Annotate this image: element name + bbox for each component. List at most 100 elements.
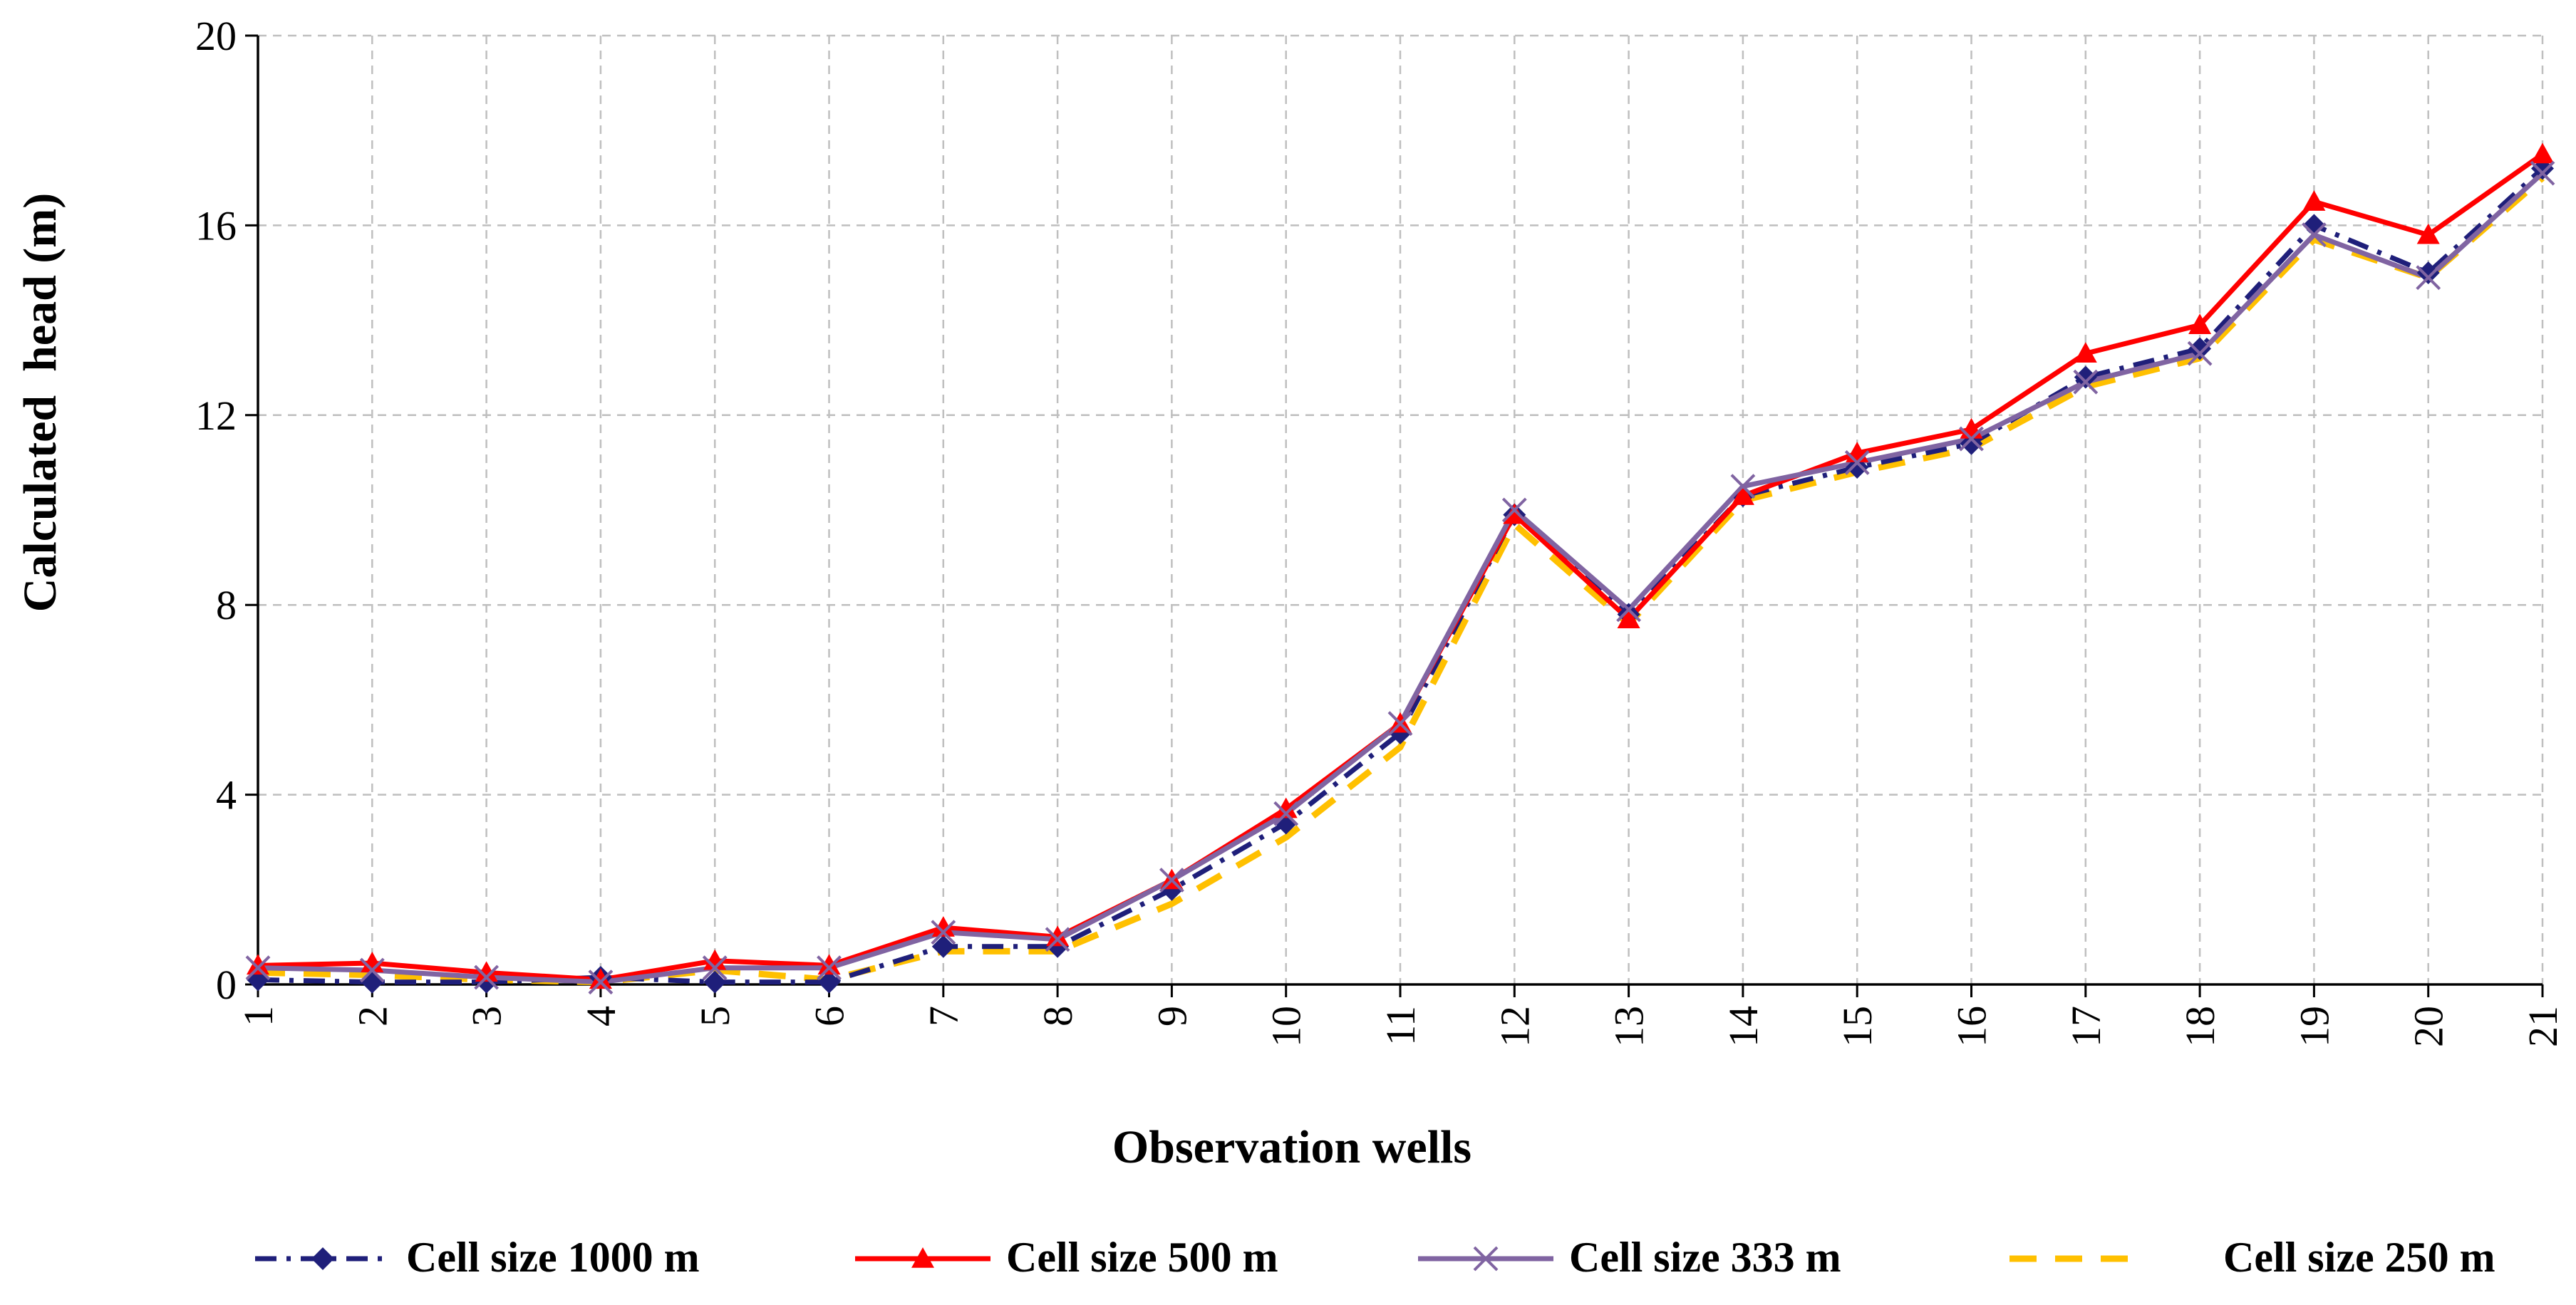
marker-stroke xyxy=(474,965,500,990)
data-point-series-3 xyxy=(588,969,614,995)
x-tick-label: 16 xyxy=(1949,1006,1995,1047)
data-point-series-2 xyxy=(475,961,498,982)
legend-label: Cell size 333 m xyxy=(1569,1234,1841,1281)
data-point-series-2 xyxy=(703,949,727,970)
x-tick-label: 3 xyxy=(464,1006,510,1026)
marker-stroke xyxy=(1501,497,1527,523)
x-tick-label: 10 xyxy=(1263,1006,1310,1047)
marker-stroke xyxy=(1844,449,1870,475)
data-point-series-2 xyxy=(589,968,612,989)
data-point-series-2 xyxy=(1046,925,1070,947)
legend-marker xyxy=(311,1247,334,1270)
data-point-series-3 xyxy=(1616,597,1642,623)
data-point-series-3 xyxy=(2187,340,2213,366)
x-tick-label: 1 xyxy=(235,1006,281,1026)
data-point-series-3 xyxy=(1501,497,1527,523)
legend-label: Cell size 1000 m xyxy=(406,1234,700,1281)
legend: Cell size 1000 m Cell size 500 m Cell size… xyxy=(255,1234,2495,1281)
data-point-series-2 xyxy=(1274,797,1298,818)
data-point-series-1 xyxy=(2416,261,2440,284)
data-point-series-2 xyxy=(1617,608,1640,628)
data-point-series-2 xyxy=(1731,484,1754,505)
grid-lines xyxy=(258,34,2544,984)
x-tick-label: 7 xyxy=(921,1006,967,1026)
data-point-series-3 xyxy=(2301,222,2327,248)
y-tick-label: 8 xyxy=(216,582,237,628)
legend-label: Cell size 500 m xyxy=(1006,1234,1278,1281)
data-point-series-3 xyxy=(1387,711,1413,737)
marker-stroke xyxy=(1045,927,1070,952)
marker-stroke xyxy=(1730,474,1756,499)
marker-stroke xyxy=(588,969,614,995)
data-point-series-3 xyxy=(931,920,956,945)
data-point-series-1 xyxy=(2188,337,2212,360)
data-point-series-2 xyxy=(2531,142,2554,164)
data-point-series-2 xyxy=(2188,313,2212,335)
data-point-series-3 xyxy=(702,955,728,981)
data-point-series-2 xyxy=(1960,417,1983,439)
data-point-series-3 xyxy=(1159,868,1184,893)
legend-label: Cell size 250 m xyxy=(2223,1234,2495,1281)
data-point-series-3 xyxy=(245,955,271,981)
data-point-series-3 xyxy=(2416,265,2441,291)
y-tick-label: 0 xyxy=(216,962,237,1008)
marker-stroke xyxy=(2416,265,2441,291)
marker-stroke xyxy=(2301,222,2327,248)
x-tick-label: 14 xyxy=(1720,1006,1767,1047)
y-tick-label: 16 xyxy=(195,202,237,249)
marker-stroke xyxy=(1159,868,1184,893)
y-tick-label: 20 xyxy=(195,13,237,59)
data-point-series-3 xyxy=(1844,449,1870,475)
marker-stroke xyxy=(1273,801,1299,826)
data-point-series-1 xyxy=(931,935,955,958)
data-point-series-2 xyxy=(817,954,841,975)
legend-marker xyxy=(911,1247,934,1268)
data-point-series-2 xyxy=(931,916,955,937)
legend-entry-3: Cell size 333 m xyxy=(1418,1234,1841,1281)
x-tick-label: 8 xyxy=(1035,1006,1081,1026)
marker-stroke xyxy=(1387,711,1413,737)
data-point-series-3 xyxy=(817,955,842,981)
x-tick-label: 6 xyxy=(807,1006,853,1026)
data-point-series-1 xyxy=(817,970,841,994)
marker-stroke xyxy=(245,955,271,981)
data-point-series-2 xyxy=(247,954,269,975)
data-point-series-3 xyxy=(1959,426,1984,452)
x-tick-label: 11 xyxy=(1377,1006,1424,1046)
x-tick-label: 9 xyxy=(1149,1006,1195,1026)
data-point-series-2 xyxy=(361,952,384,972)
legend-entry-1: Cell size 1000 m xyxy=(255,1234,700,1281)
data-point-series-2 xyxy=(2416,223,2440,244)
data-point-series-1 xyxy=(703,970,727,994)
x-tick-label: 20 xyxy=(2406,1006,2452,1047)
marker-stroke xyxy=(1959,426,1984,452)
y-tick-label: 4 xyxy=(216,772,237,818)
data-point-series-1 xyxy=(2074,365,2097,389)
x-tick-label: 13 xyxy=(1606,1006,1652,1047)
marker-stroke xyxy=(702,955,728,981)
x-tick-label: 15 xyxy=(1834,1006,1881,1047)
marker-stroke xyxy=(359,957,385,983)
x-tick-label: 17 xyxy=(2063,1006,2109,1047)
y-tick-label: 12 xyxy=(195,392,237,439)
marker-stroke xyxy=(2187,340,2213,366)
data-point-series-3 xyxy=(474,965,500,990)
x-tick-label: 12 xyxy=(1491,1006,1538,1047)
y-axis-title: Calculated head (m) xyxy=(14,193,66,612)
data-point-series-3 xyxy=(2073,369,2099,395)
legend-entry-2: Cell size 500 m xyxy=(855,1234,1278,1281)
series-markers xyxy=(245,142,2555,995)
marker-stroke xyxy=(817,955,842,981)
legend-entry-4: Cell size 250 m xyxy=(2009,1234,2495,1281)
data-point-series-2 xyxy=(2074,342,2097,363)
marker-stroke xyxy=(1616,597,1642,623)
x-tick-label: 2 xyxy=(349,1006,395,1026)
x-axis-title: Observation wells xyxy=(1112,1121,1471,1173)
data-point-series-3 xyxy=(1273,801,1299,826)
marker-stroke xyxy=(931,920,956,945)
x-tick-label: 4 xyxy=(578,1006,624,1026)
data-point-series-3 xyxy=(1045,927,1070,952)
data-point-series-3 xyxy=(2530,160,2555,186)
